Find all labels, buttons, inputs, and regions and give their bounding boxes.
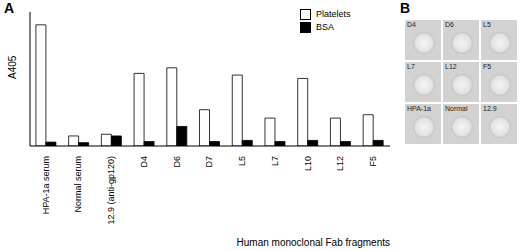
svg-text:D4: D4	[139, 156, 149, 168]
html-text:BSA: BSA	[316, 22, 334, 32]
svg-text:D6: D6	[172, 156, 182, 168]
html-text:A: A	[4, 0, 15, 16]
svg-text:L7: L7	[270, 156, 280, 166]
svg-text:D7: D7	[204, 156, 214, 168]
html-text:F5: F5	[483, 63, 492, 70]
svg-text:F5: F5	[368, 156, 378, 167]
html-text:L12: L12	[445, 63, 457, 70]
svg-text:L10: L10	[303, 156, 313, 171]
html-text:D4: D4	[407, 21, 416, 28]
svg-text:12.9 (anti-gp120): 12.9 (anti-gp120)	[106, 156, 116, 225]
html-text:D6: D6	[445, 21, 454, 28]
html-text:HPA-1a: HPA-1a	[407, 105, 431, 112]
html-text:L5: L5	[483, 21, 491, 28]
html-text:B: B	[400, 0, 411, 16]
html-text:12.9: 12.9	[483, 105, 497, 112]
html-text:Platelets: Platelets	[316, 9, 351, 19]
svg-text:L5: L5	[237, 156, 247, 166]
html-text:L7: L7	[407, 63, 415, 70]
svg-text:HPA-1a serum: HPA-1a serum	[41, 156, 51, 214]
svg-text:A405: A405	[7, 55, 18, 79]
svg-text:L12: L12	[335, 156, 345, 171]
svg-text:Human monoclonal Fab fragments: Human monoclonal Fab fragments	[237, 237, 390, 248]
svg-text:Normal serum: Normal serum	[73, 156, 83, 213]
html-text:Normal: Normal	[445, 105, 468, 112]
